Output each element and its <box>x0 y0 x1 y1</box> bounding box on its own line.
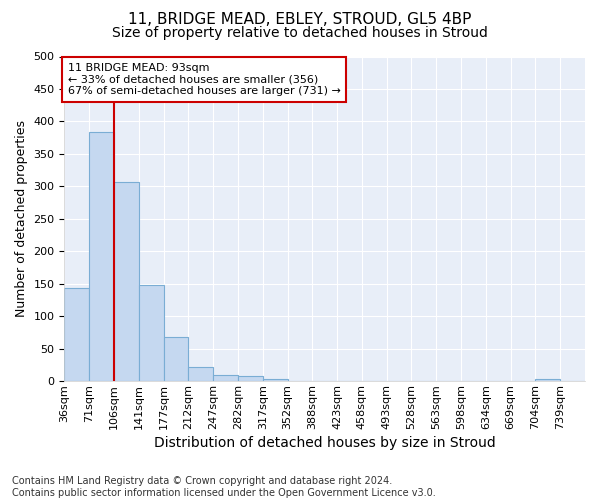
Bar <box>213 374 238 381</box>
Text: Contains HM Land Registry data © Crown copyright and database right 2024.
Contai: Contains HM Land Registry data © Crown c… <box>12 476 436 498</box>
Text: 11, BRIDGE MEAD, EBLEY, STROUD, GL5 4BP: 11, BRIDGE MEAD, EBLEY, STROUD, GL5 4BP <box>128 12 472 28</box>
Bar <box>89 132 114 381</box>
Bar <box>164 337 188 381</box>
Bar <box>188 367 213 381</box>
Bar <box>139 285 164 381</box>
Text: 11 BRIDGE MEAD: 93sqm
← 33% of detached houses are smaller (356)
67% of semi-det: 11 BRIDGE MEAD: 93sqm ← 33% of detached … <box>68 63 341 96</box>
Bar <box>64 288 89 381</box>
Text: Size of property relative to detached houses in Stroud: Size of property relative to detached ho… <box>112 26 488 40</box>
Bar <box>114 182 139 381</box>
Bar <box>535 378 560 381</box>
Y-axis label: Number of detached properties: Number of detached properties <box>15 120 28 318</box>
Bar <box>238 376 263 381</box>
Bar <box>263 378 287 381</box>
X-axis label: Distribution of detached houses by size in Stroud: Distribution of detached houses by size … <box>154 436 496 450</box>
